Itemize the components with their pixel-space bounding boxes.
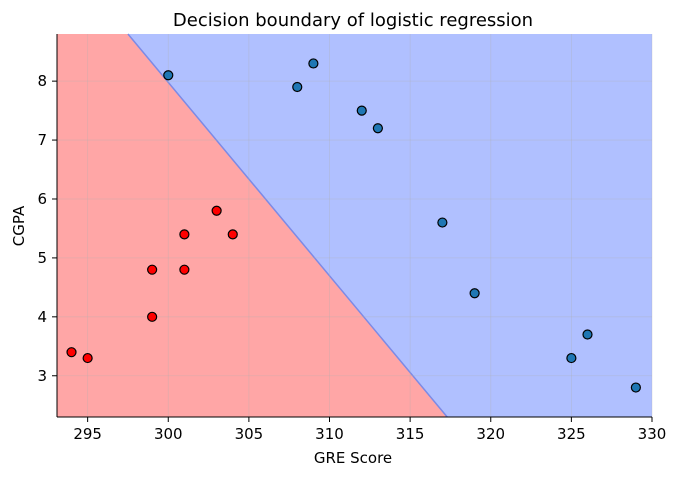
chart-title: Decision boundary of logistic regression (173, 10, 533, 31)
data-point-class-1 (292, 81, 303, 93)
x-tick-label: 320 (476, 425, 505, 443)
data-point-class-1 (630, 382, 641, 393)
data-point-class-0 (227, 229, 238, 240)
y-tick-label: 6 (37, 190, 47, 208)
x-tick-label: 305 (235, 425, 264, 443)
data-point-class-1 (163, 70, 174, 81)
y-axis-label: CGPA (10, 205, 28, 246)
y-tick-label: 4 (37, 308, 47, 326)
data-point-class-1 (582, 329, 593, 340)
data-point-class-0 (179, 264, 190, 275)
data-point-class-0 (147, 311, 158, 322)
data-point-class-1 (356, 105, 367, 116)
data-point-class-0 (66, 347, 77, 358)
data-point-class-0 (82, 352, 93, 364)
y-tick-label: 7 (37, 131, 47, 149)
x-tick-label: 295 (73, 425, 102, 443)
data-point-class-1 (566, 352, 577, 364)
data-point-class-1 (372, 123, 383, 134)
x-axis-label: GRE Score (314, 449, 392, 467)
y-tick-label: 8 (37, 72, 47, 90)
data-point-class-0 (147, 264, 158, 275)
x-tick-label: 315 (396, 425, 425, 443)
x-tick-label: 310 (315, 425, 344, 443)
x-tick-label: 300 (154, 425, 183, 443)
data-point-class-0 (211, 205, 222, 216)
x-tick-label: 325 (557, 425, 586, 443)
y-tick-label: 5 (37, 249, 47, 267)
y-tick-label: 3 (37, 367, 47, 385)
data-point-class-1 (469, 288, 480, 299)
data-point-class-1 (437, 217, 448, 228)
plot-area: 295 300 305 310 315 320 325 330 3 4 5 6 7 8 (37, 33, 667, 443)
decision-boundary-line (127, 33, 448, 418)
data-point-class-0 (179, 229, 190, 240)
data-point-class-1 (308, 58, 319, 69)
x-tick-label: 330 (638, 425, 667, 443)
